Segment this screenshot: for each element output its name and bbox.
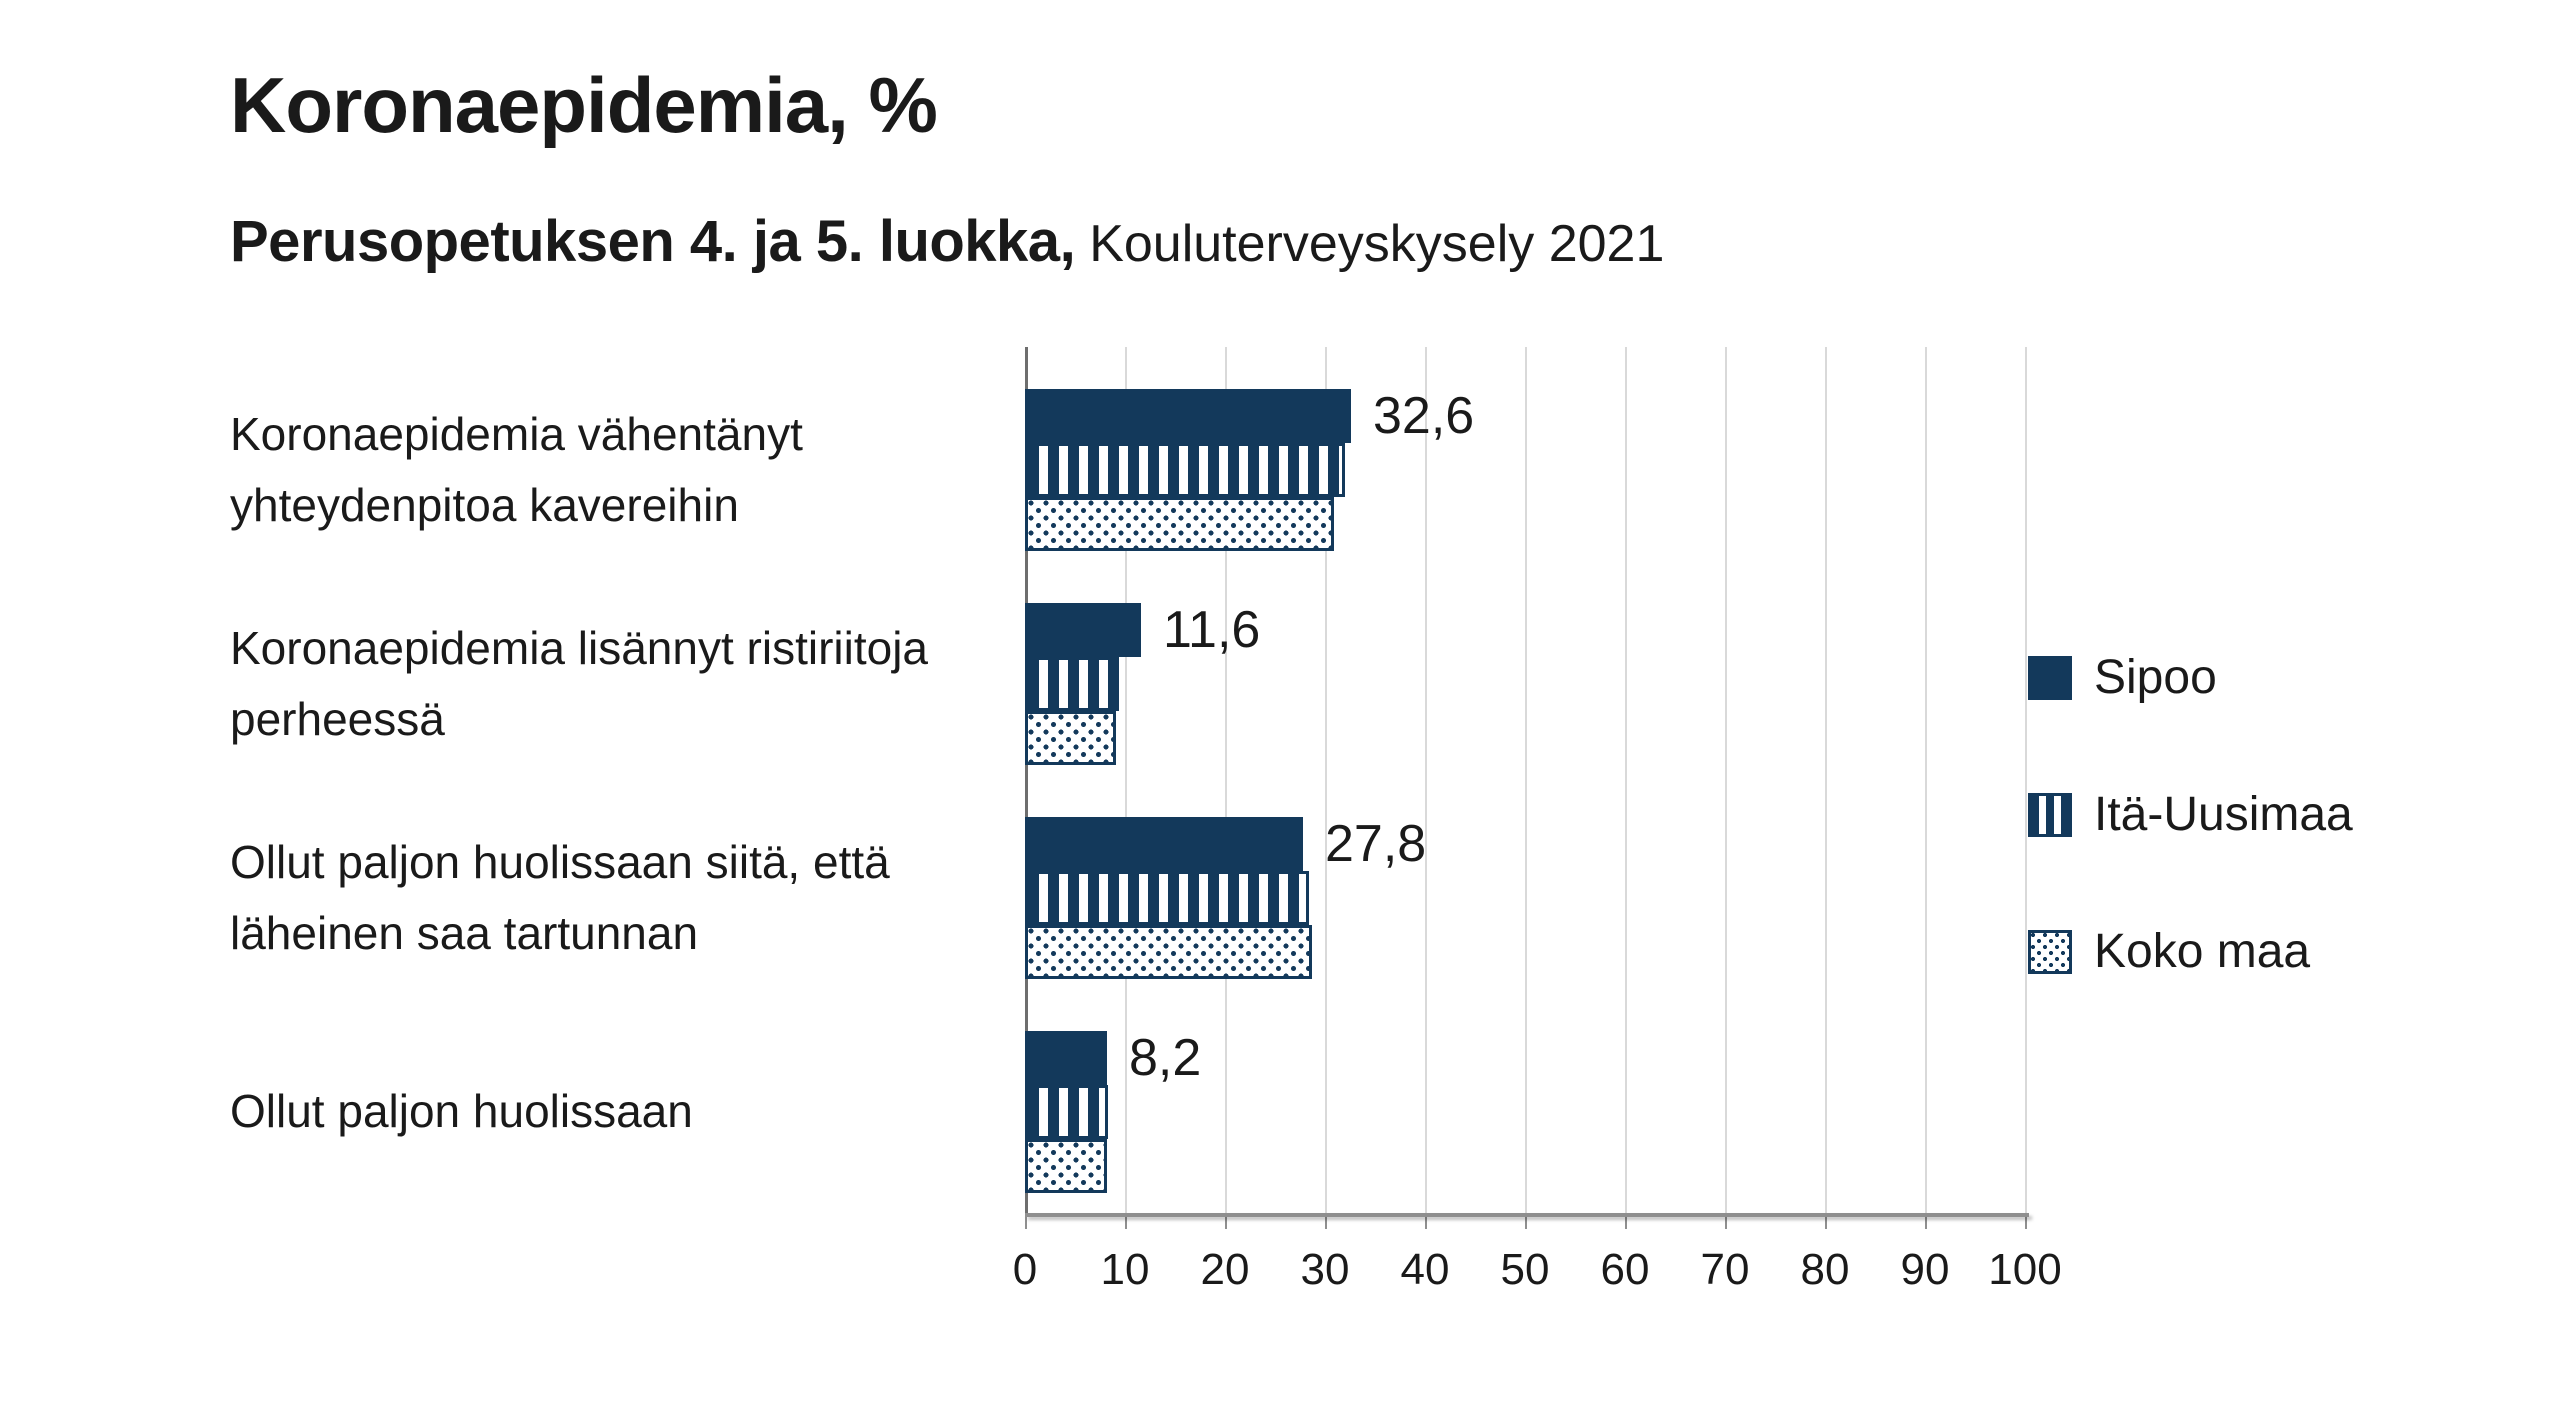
legend-item-koko-maa: Koko maa bbox=[2028, 924, 2353, 979]
legend-label: Itä-Uusimaa bbox=[2094, 788, 2353, 841]
x-tick-mark bbox=[2025, 1217, 2027, 1229]
bar-sipoo-2 bbox=[1025, 817, 1303, 871]
gridline bbox=[1825, 347, 1827, 1213]
legend-swatch-solid-icon bbox=[2028, 655, 2072, 700]
gridline bbox=[1325, 347, 1327, 1213]
x-tick-label: 20 bbox=[1200, 1245, 1250, 1294]
legend-swatch-striped-icon bbox=[2028, 792, 2072, 837]
x-tick-label: 80 bbox=[1800, 1245, 1850, 1294]
value-label: 8,2 bbox=[1129, 1029, 1202, 1087]
x-tick-label: 90 bbox=[1900, 1245, 1950, 1294]
x-tick-mark bbox=[1425, 1217, 1427, 1229]
gridline bbox=[1225, 347, 1227, 1213]
category-label: Ollut paljon huolissaan siitä, että lähe… bbox=[230, 835, 890, 959]
gridline bbox=[2025, 347, 2027, 1213]
legend-item-sipoo: Sipoo bbox=[2028, 650, 2353, 705]
x-axis: 0 10 20 30 40 50 60 70 80 90 100 bbox=[0, 1245, 2560, 1305]
bar-it-uusimaa-1 bbox=[1025, 657, 1119, 711]
legend-swatch-dotted-icon bbox=[2028, 929, 2072, 974]
gridline bbox=[1425, 347, 1427, 1213]
x-axis-line bbox=[1025, 1213, 2029, 1217]
bar-sipoo-0 bbox=[1025, 389, 1351, 443]
value-label: 27,8 bbox=[1325, 815, 1427, 873]
x-tick-mark bbox=[1525, 1217, 1527, 1229]
chart-subtitle-bold: Perusopetuksen 4. ja 5. luokka, bbox=[230, 209, 1076, 274]
bar-it-uusimaa-3 bbox=[1025, 1085, 1108, 1139]
legend-item-ita-uusimaa: Itä-Uusimaa bbox=[2028, 787, 2353, 842]
x-tick-mark bbox=[1625, 1217, 1627, 1229]
chart-subtitle: Perusopetuksen 4. ja 5. luokka, Kouluterv… bbox=[230, 208, 1664, 275]
gridline bbox=[1625, 347, 1627, 1213]
x-tick-mark bbox=[1725, 1217, 1727, 1229]
gridline bbox=[1725, 347, 1727, 1213]
x-tick-mark bbox=[1825, 1217, 1827, 1229]
gridline bbox=[1525, 347, 1527, 1213]
legend: Sipoo Itä-Uusimaa Koko maa bbox=[2028, 650, 2353, 1061]
x-tick-mark bbox=[1125, 1217, 1127, 1229]
x-tick-label: 0 bbox=[1012, 1245, 1038, 1294]
bar-it-uusimaa-0 bbox=[1025, 443, 1345, 497]
bar-koko-maa-1 bbox=[1025, 711, 1116, 765]
bar-sipoo-1 bbox=[1025, 603, 1141, 657]
x-tick-label: 10 bbox=[1100, 1245, 1150, 1294]
gridline bbox=[1925, 347, 1927, 1213]
x-tick-mark bbox=[1025, 1217, 1027, 1229]
x-tick-mark bbox=[1325, 1217, 1327, 1229]
chart-subtitle-regular: Kouluterveyskysely 2021 bbox=[1089, 215, 1665, 273]
x-tick-label: 50 bbox=[1500, 1245, 1550, 1294]
bar-koko-maa-2 bbox=[1025, 925, 1312, 979]
category-label: Koronaepidemia lisännyt ristiriitoja per… bbox=[230, 621, 928, 745]
bar-sipoo-3 bbox=[1025, 1031, 1107, 1085]
plot-area: 32,6 11,6 27,8 8,2 bbox=[1025, 347, 2029, 1229]
chart-title: Koronaepidemia, % bbox=[230, 61, 938, 149]
legend-label: Koko maa bbox=[2094, 925, 2311, 978]
legend-label: Sipoo bbox=[2094, 651, 2217, 704]
x-tick-label: 60 bbox=[1600, 1245, 1650, 1294]
x-tick-label: 30 bbox=[1300, 1245, 1350, 1294]
gridline bbox=[1125, 347, 1127, 1213]
bar-koko-maa-0 bbox=[1025, 497, 1334, 551]
x-tick-mark bbox=[1225, 1217, 1227, 1229]
x-tick-label: 100 bbox=[1988, 1245, 2062, 1294]
value-label: 32,6 bbox=[1373, 387, 1475, 445]
bar-it-uusimaa-2 bbox=[1025, 871, 1309, 925]
bar-koko-maa-3 bbox=[1025, 1139, 1107, 1193]
x-tick-label: 40 bbox=[1400, 1245, 1450, 1294]
category-label: Ollut paljon huolissaan bbox=[230, 1085, 693, 1138]
category-label: Koronaepidemia vähentänyt yhteydenpitoa … bbox=[230, 407, 803, 531]
x-tick-mark bbox=[1925, 1217, 1927, 1229]
y-axis-line bbox=[1025, 347, 1028, 1213]
x-tick-label: 70 bbox=[1700, 1245, 1750, 1294]
value-label: 11,6 bbox=[1163, 601, 1261, 659]
